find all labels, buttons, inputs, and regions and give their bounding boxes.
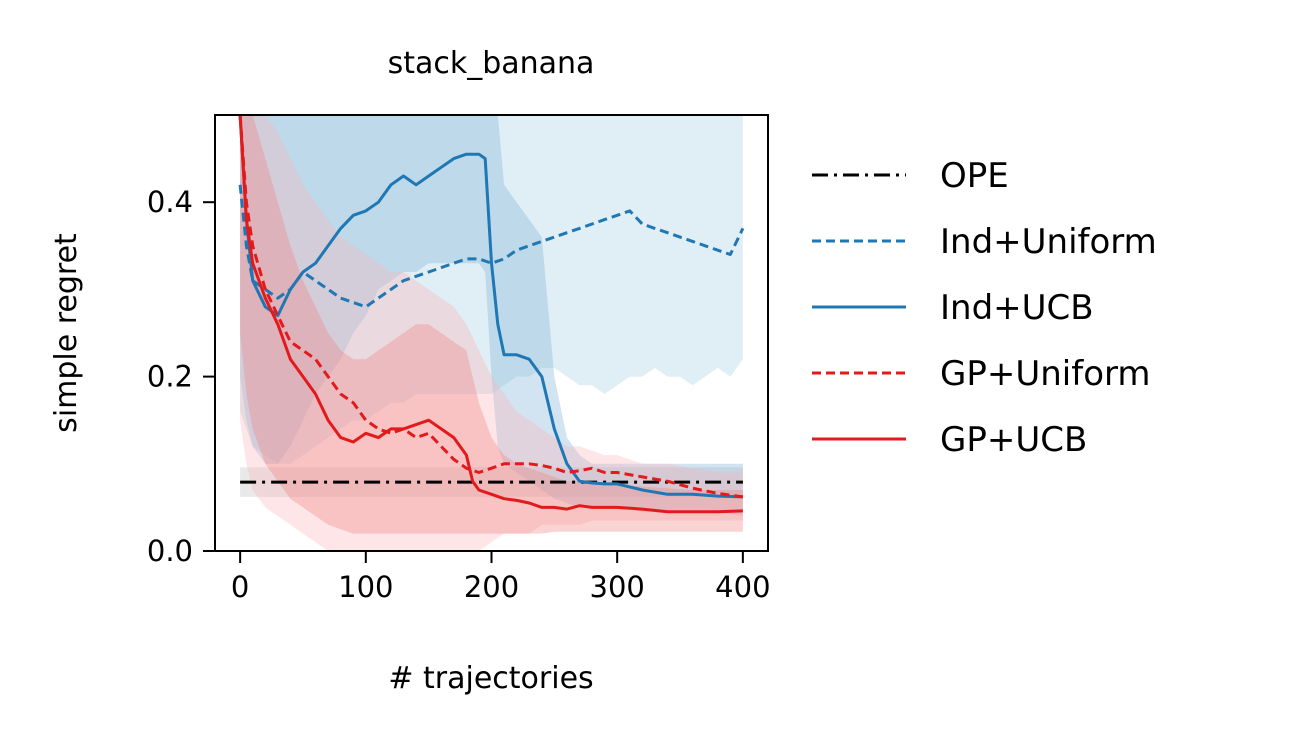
y-tick-label: 0.2 (147, 360, 193, 394)
chart-title: stack_banana (388, 46, 595, 81)
legend-label: Ind+Uniform (940, 222, 1157, 262)
x-tick-label: 400 (715, 570, 770, 604)
y-axis-label: simple regret (49, 233, 84, 433)
band-gp-uniform (240, 115, 743, 551)
legend-item-ind-uniform: Ind+Uniform (812, 222, 1157, 262)
line-ind-uniform (238, 184, 745, 309)
y-tick-label: 0.4 (147, 185, 193, 219)
x-tick-label: 0 (231, 570, 249, 604)
x-tick-label: 200 (464, 570, 519, 604)
series-lines (238, 115, 745, 514)
band-ind-uniform (240, 115, 743, 464)
legend-item-ind-ucb: Ind+UCB (812, 288, 1094, 328)
x-tick-label: 100 (338, 570, 393, 604)
legend-item-ope: OPE (812, 156, 1009, 196)
line-gp-uniform (238, 115, 744, 499)
legend-item-gp-uniform: GP+Uniform (812, 354, 1151, 394)
legend-label: GP+UCB (940, 420, 1087, 460)
confidence-bands (240, 115, 743, 551)
legend: OPE Ind+Uniform Ind+UCB GP+Uniform GP+UCB (812, 156, 1157, 460)
legend-label: OPE (940, 156, 1009, 196)
band-ind-ucb (240, 115, 743, 517)
band-gp-ucb (240, 115, 743, 534)
line-ind-ucb (238, 115, 743, 499)
line-gp-ucb (238, 115, 743, 514)
y-axis: 0.0 0.2 0.4 (147, 185, 215, 568)
legend-label: Ind+UCB (940, 288, 1094, 328)
y-tick-label: 0.0 (147, 534, 193, 568)
x-axis-label: # trajectories (388, 661, 593, 696)
x-axis: 0 100 200 300 400 (231, 551, 771, 604)
legend-label: GP+Uniform (940, 354, 1151, 394)
x-tick-label: 300 (590, 570, 645, 604)
legend-item-gp-ucb: GP+UCB (812, 420, 1087, 460)
